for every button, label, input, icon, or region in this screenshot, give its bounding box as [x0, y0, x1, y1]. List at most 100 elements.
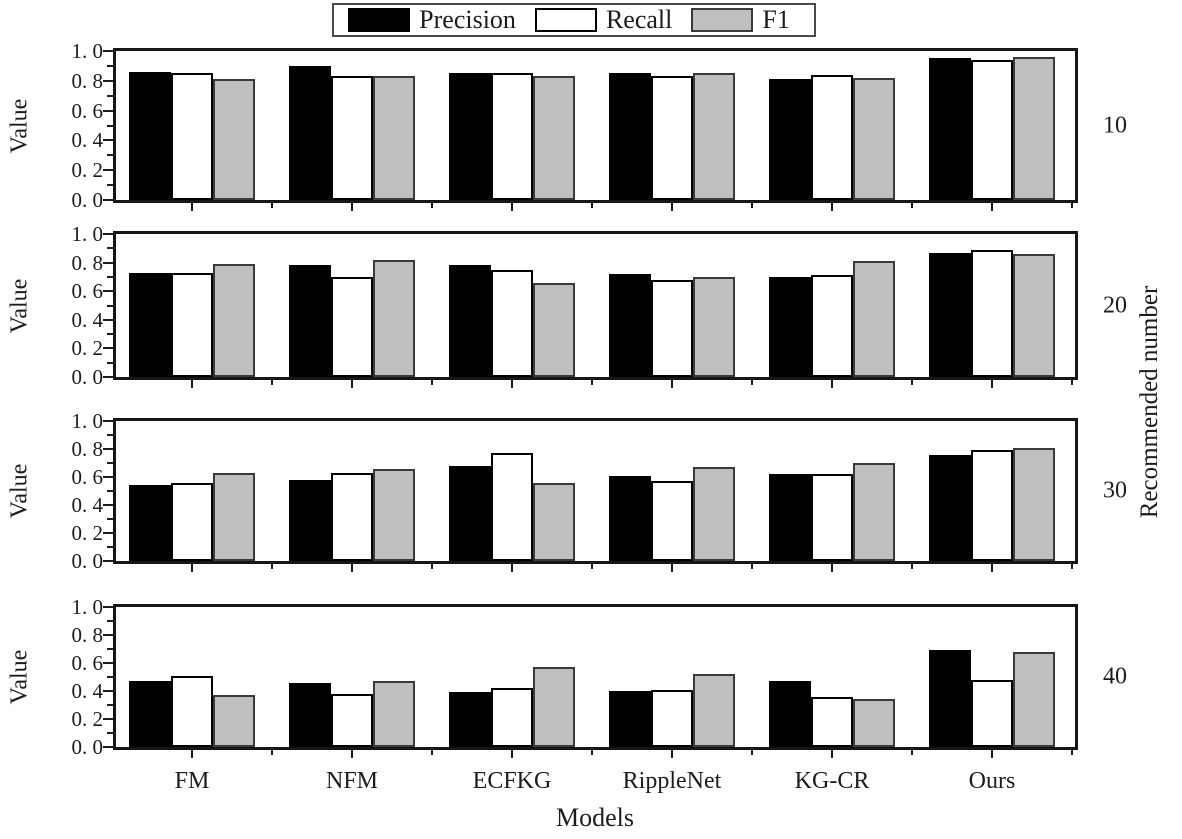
bar-precision-ECFKG [449, 466, 491, 561]
x-minor-tick [1071, 564, 1073, 569]
y-tick-label: 0. 6 [71, 465, 104, 489]
bar-f1-ECFKG [533, 283, 575, 377]
y-tick-label: 0. 0 [71, 549, 104, 573]
bar-f1-KG-CR [853, 261, 895, 377]
y-tick [103, 80, 113, 82]
bar-f1-ECFKG [533, 483, 575, 561]
y-tick [103, 376, 113, 378]
legend-label: Recall [605, 5, 673, 34]
y-tick [103, 560, 113, 562]
bar-precision-RippleNet [609, 476, 651, 561]
y-tick [107, 732, 113, 734]
y-tick [107, 546, 113, 548]
bar-precision-RippleNet [609, 73, 651, 200]
bar-f1-KG-CR [853, 78, 895, 200]
bar-recall-FM [171, 273, 213, 377]
bar-recall-NFM [331, 277, 373, 377]
bar-precision-FM [129, 273, 171, 377]
bar-f1-KG-CR [853, 699, 895, 747]
bar-f1-ECFKG [533, 76, 575, 200]
y-tick [103, 662, 113, 664]
bar-f1-FM [213, 264, 255, 377]
x-tick [191, 564, 193, 572]
bar-precision-FM [129, 485, 171, 561]
y-tick [103, 420, 113, 422]
y-tick-label: 1. 0 [71, 39, 104, 63]
bar-f1-NFM [373, 469, 415, 561]
x-tick [511, 203, 513, 211]
y-tick-label: 0. 6 [71, 99, 104, 123]
bar-recall-NFM [331, 473, 373, 561]
bar-f1-Ours [1013, 254, 1055, 377]
x-minor-tick [271, 203, 273, 208]
legend-label: Precision [419, 5, 516, 34]
bar-precision-Ours [929, 253, 971, 377]
panel-frame-30 [113, 418, 1078, 564]
y-tick [107, 95, 113, 97]
panel-frame-20 [113, 231, 1078, 380]
y-tick [103, 746, 113, 748]
y-tick-label: 0. 8 [71, 437, 104, 461]
y-tick [103, 262, 113, 264]
bar-precision-NFM [289, 480, 331, 561]
x-minor-tick [271, 564, 273, 569]
x-tick [511, 750, 513, 758]
y-tick [103, 606, 113, 608]
legend-swatch-recall [534, 8, 597, 32]
bar-recall-Ours [971, 450, 1013, 561]
y-axis-title: Value [6, 463, 33, 519]
x-axis-title: Models [556, 803, 634, 832]
x-minor-tick [431, 203, 433, 208]
y-tick [107, 462, 113, 464]
x-tick [831, 380, 833, 388]
x-minor-tick [431, 750, 433, 755]
y-tick-label: 0. 0 [71, 365, 104, 389]
bar-f1-FM [213, 695, 255, 747]
bar-f1-FM [213, 79, 255, 200]
bar-recall-Ours [971, 250, 1013, 377]
bar-precision-RippleNet [609, 274, 651, 377]
panel-number: 10 [1103, 112, 1127, 138]
y-tick [107, 362, 113, 364]
y-tick [107, 676, 113, 678]
y-tick [103, 347, 113, 349]
bar-f1-RippleNet [693, 73, 735, 200]
x-minor-tick [751, 564, 753, 569]
bar-precision-ECFKG [449, 265, 491, 377]
bar-f1-RippleNet [693, 467, 735, 561]
y-tick [107, 154, 113, 156]
y-tick [103, 169, 113, 171]
bar-recall-KG-CR [811, 275, 853, 377]
y-tick-label: 1. 0 [71, 222, 104, 246]
x-minor-tick [271, 750, 273, 755]
y-tick [103, 504, 113, 506]
bar-recall-KG-CR [811, 75, 853, 200]
bar-precision-ECFKG [449, 73, 491, 200]
bar-precision-NFM [289, 66, 331, 200]
bar-recall-FM [171, 73, 213, 200]
x-tick [351, 203, 353, 211]
y-tick [103, 199, 113, 201]
bar-recall-ECFKG [491, 453, 533, 561]
y-tick-label: 1. 0 [71, 409, 104, 433]
bar-precision-KG-CR [769, 277, 811, 377]
bar-recall-FM [171, 483, 213, 561]
y-tick [107, 704, 113, 706]
bar-recall-ECFKG [491, 270, 533, 377]
y-tick [107, 276, 113, 278]
chart-legend: Precision Recall F1 [332, 3, 816, 37]
x-minor-tick [911, 380, 913, 385]
y-tick [103, 110, 113, 112]
y-tick [107, 65, 113, 67]
legend-swatch-precision [348, 8, 411, 32]
bar-recall-NFM [331, 694, 373, 747]
x-minor-tick [1071, 750, 1073, 755]
bar-f1-ECFKG [533, 667, 575, 747]
y-tick [103, 634, 113, 636]
y-axis-title: Value [6, 649, 33, 705]
bar-precision-KG-CR [769, 681, 811, 747]
x-tick [351, 564, 353, 572]
bar-recall-ECFKG [491, 73, 533, 200]
x-minor-tick [911, 203, 913, 208]
bar-precision-FM [129, 681, 171, 747]
